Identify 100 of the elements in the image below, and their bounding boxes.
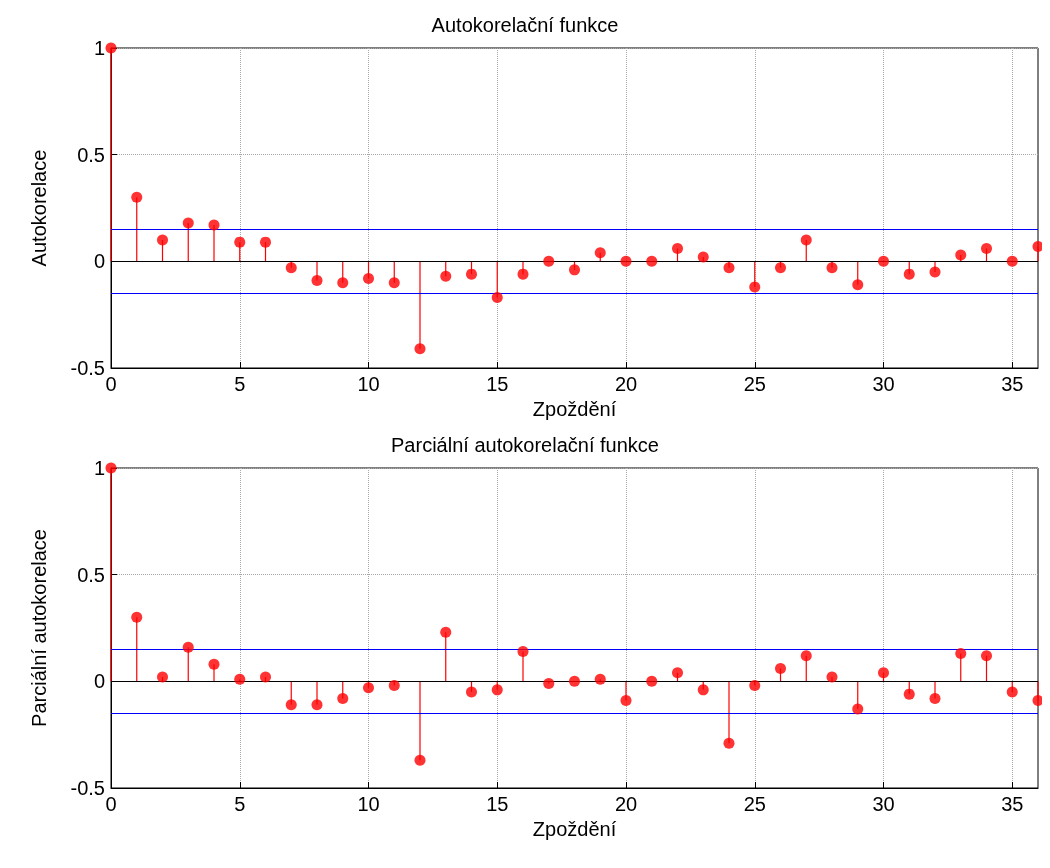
x-tick-label: 25 xyxy=(743,793,766,815)
point xyxy=(878,255,889,267)
point xyxy=(620,255,632,267)
point xyxy=(440,270,452,282)
point xyxy=(775,262,786,274)
point xyxy=(414,754,426,766)
point xyxy=(363,682,374,694)
point xyxy=(466,268,477,280)
point xyxy=(337,277,349,289)
point xyxy=(955,648,967,660)
y-tick-label: 1 xyxy=(93,457,105,479)
point xyxy=(182,217,194,229)
point xyxy=(749,281,761,293)
point xyxy=(234,673,246,685)
point xyxy=(697,684,709,696)
y-tick-label: 1 xyxy=(93,37,105,59)
point xyxy=(646,675,658,687)
point xyxy=(234,236,246,248)
point xyxy=(466,686,477,698)
point xyxy=(800,650,812,662)
point xyxy=(517,645,529,657)
x-tick-label: 35 xyxy=(1001,373,1024,395)
point xyxy=(569,675,580,687)
point xyxy=(182,641,194,653)
point xyxy=(1006,255,1018,267)
y-tick-label: 0 xyxy=(93,670,105,693)
point xyxy=(311,275,323,287)
point xyxy=(311,699,323,711)
point xyxy=(569,264,580,276)
point xyxy=(1032,695,1042,707)
point xyxy=(1006,686,1018,698)
point xyxy=(723,737,735,749)
point xyxy=(260,671,271,683)
point xyxy=(414,343,426,355)
point xyxy=(491,292,503,304)
point xyxy=(800,234,812,246)
point xyxy=(981,243,992,255)
x-axis-title: Zpoždění xyxy=(532,817,617,840)
point xyxy=(594,673,606,685)
point xyxy=(208,219,220,231)
point xyxy=(388,277,400,289)
x-tick-label: 5 xyxy=(234,373,246,395)
chart-title: Autokorelační funkce xyxy=(431,14,619,36)
y-axis-title: Parciální autokorelace xyxy=(28,529,50,727)
point xyxy=(157,671,168,683)
point xyxy=(260,236,271,248)
point xyxy=(826,262,838,274)
y-tick-label: 0.5 xyxy=(77,563,105,586)
point xyxy=(852,703,864,715)
point xyxy=(157,234,168,246)
point xyxy=(903,688,915,700)
point xyxy=(491,684,503,696)
x-tick-label: 20 xyxy=(614,793,638,815)
x-tick-label: 5 xyxy=(234,793,246,815)
point xyxy=(285,262,297,274)
x-tick-label: 20 xyxy=(614,373,638,395)
point xyxy=(852,279,864,291)
point xyxy=(388,680,400,692)
point xyxy=(955,249,967,261)
point xyxy=(646,255,658,267)
point xyxy=(929,692,941,704)
point xyxy=(517,268,529,280)
point xyxy=(929,266,941,278)
x-tick-label: 10 xyxy=(357,793,380,815)
point xyxy=(775,663,786,675)
x-tick-label: 30 xyxy=(872,373,895,395)
x-tick-label: 30 xyxy=(872,793,895,815)
point xyxy=(285,699,297,711)
x-tick-label: 15 xyxy=(486,373,509,395)
point xyxy=(749,680,761,692)
point xyxy=(337,692,349,704)
x-tick-label: 10 xyxy=(357,373,380,395)
point xyxy=(981,650,992,662)
y-tick-label: 0.5 xyxy=(77,143,105,166)
x-tick-label: 35 xyxy=(1001,793,1024,815)
point xyxy=(620,695,632,707)
y-tick-label: -0.5 xyxy=(70,357,105,379)
x-tick-label: 15 xyxy=(486,793,509,815)
point xyxy=(543,677,555,689)
point xyxy=(723,262,735,274)
y-tick-label: -0.5 xyxy=(70,777,105,799)
point xyxy=(131,191,143,203)
point xyxy=(131,611,143,623)
point xyxy=(363,272,374,284)
point xyxy=(878,667,889,679)
x-tick-label: 25 xyxy=(743,373,766,395)
point xyxy=(903,268,915,280)
point xyxy=(697,251,709,263)
point xyxy=(208,658,220,670)
point xyxy=(594,247,606,259)
point xyxy=(440,626,452,638)
y-tick-label: 0 xyxy=(93,250,105,273)
x-axis-title: Zpoždění xyxy=(532,397,617,420)
point xyxy=(672,667,683,679)
point xyxy=(672,243,683,255)
point xyxy=(826,671,838,683)
point xyxy=(1032,240,1042,252)
y-axis-title: Autokorelace xyxy=(28,149,50,267)
point xyxy=(543,255,555,267)
chart-title: Parciální autokorelační funkce xyxy=(391,434,659,456)
